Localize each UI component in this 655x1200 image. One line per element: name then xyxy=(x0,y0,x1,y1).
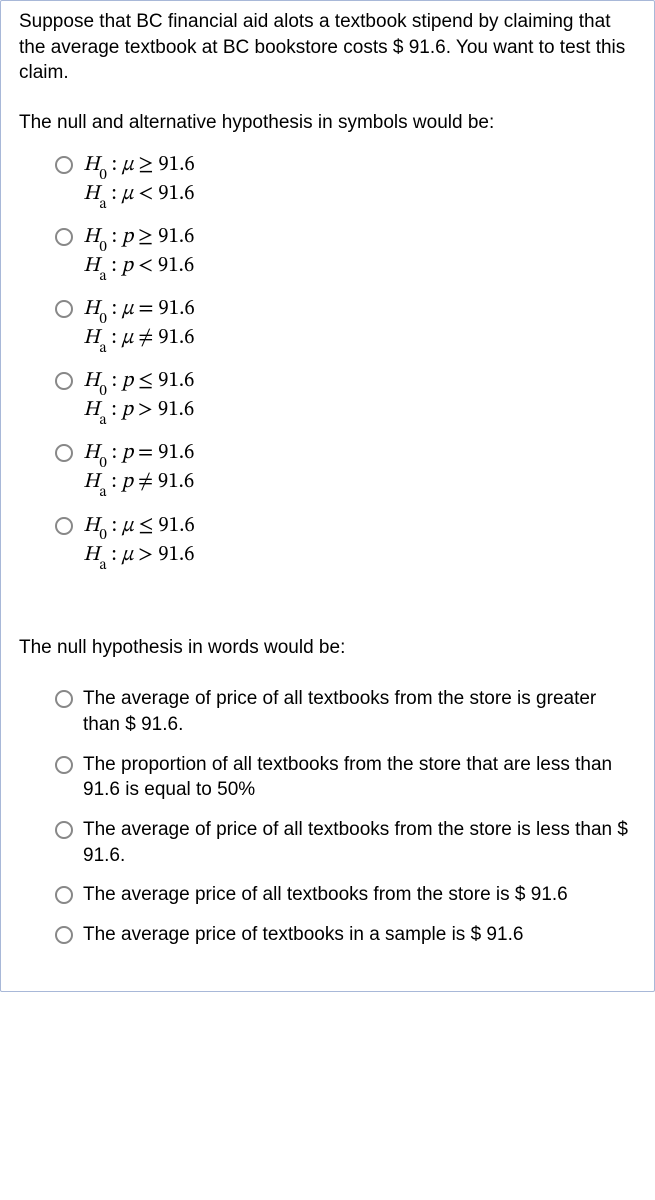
ha-line: Ha : p > 91.6 xyxy=(83,397,636,426)
spacer xyxy=(19,585,636,635)
radio-icon xyxy=(55,756,73,774)
question-intro: Suppose that BC financial aid alots a te… xyxy=(19,9,636,86)
ha-line: Ha : p < 91.6 xyxy=(83,253,636,282)
option-text: The average price of all textbooks from … xyxy=(83,882,636,908)
option-text: H0 : μ ≤ 91.6 Ha : μ > 91.6 xyxy=(83,513,636,571)
option-text: H0 : μ ≥ 91.6 Ha : μ < 91.6 xyxy=(83,152,636,210)
hypothesis-options: H0 : μ ≥ 91.6 Ha : μ < 91.6 H0 : p ≥ 91.… xyxy=(55,152,636,571)
hypothesis-option[interactable]: H0 : p = 91.6 Ha : p ≠ 91.6 xyxy=(55,440,636,498)
radio-icon xyxy=(55,156,73,174)
part2-heading: The null hypothesis in words would be: xyxy=(19,635,636,661)
option-text: H0 : μ = 91.6 Ha : μ ≠ 91.6 xyxy=(83,296,636,354)
option-text: The average of price of all textbooks fr… xyxy=(83,686,636,737)
h0-line: H0 : μ = 91.6 xyxy=(83,296,636,325)
option-text: The average price of textbooks in a samp… xyxy=(83,922,636,948)
ha-line: Ha : p ≠ 91.6 xyxy=(83,469,636,498)
option-text: H0 : p ≤ 91.6 Ha : p > 91.6 xyxy=(83,368,636,426)
radio-icon xyxy=(55,886,73,904)
word-option[interactable]: The average price of all textbooks from … xyxy=(55,882,636,908)
h0-line: H0 : p ≤ 91.6 xyxy=(83,368,636,397)
option-text: The proportion of all textbooks from the… xyxy=(83,752,636,803)
question-frame: Suppose that BC financial aid alots a te… xyxy=(0,0,655,992)
word-options: The average of price of all textbooks fr… xyxy=(55,686,636,947)
word-option[interactable]: The average price of textbooks in a samp… xyxy=(55,922,636,948)
hypothesis-option[interactable]: H0 : p ≤ 91.6 Ha : p > 91.6 xyxy=(55,368,636,426)
option-text: H0 : p ≥ 91.6 Ha : p < 91.6 xyxy=(83,224,636,282)
hypothesis-option[interactable]: H0 : μ = 91.6 Ha : μ ≠ 91.6 xyxy=(55,296,636,354)
radio-icon xyxy=(55,300,73,318)
word-option[interactable]: The average of price of all textbooks fr… xyxy=(55,686,636,737)
radio-icon xyxy=(55,228,73,246)
radio-icon xyxy=(55,690,73,708)
hypothesis-option[interactable]: H0 : p ≥ 91.6 Ha : p < 91.6 xyxy=(55,224,636,282)
radio-icon xyxy=(55,517,73,535)
radio-icon xyxy=(55,372,73,390)
option-text: H0 : p = 91.6 Ha : p ≠ 91.6 xyxy=(83,440,636,498)
radio-icon xyxy=(55,444,73,462)
h0-line: H0 : p = 91.6 xyxy=(83,440,636,469)
ha-line: Ha : μ < 91.6 xyxy=(83,181,636,210)
radio-icon xyxy=(55,926,73,944)
ha-line: Ha : μ ≠ 91.6 xyxy=(83,325,636,354)
h0-line: H0 : p ≥ 91.6 xyxy=(83,224,636,253)
part1-heading: The null and alternative hypothesis in s… xyxy=(19,110,636,136)
hypothesis-option[interactable]: H0 : μ ≤ 91.6 Ha : μ > 91.6 xyxy=(55,513,636,571)
h0-line: H0 : μ ≤ 91.6 xyxy=(83,513,636,542)
ha-line: Ha : μ > 91.6 xyxy=(83,542,636,571)
word-option[interactable]: The average of price of all textbooks fr… xyxy=(55,817,636,868)
h0-line: H0 : μ ≥ 91.6 xyxy=(83,152,636,181)
word-option[interactable]: The proportion of all textbooks from the… xyxy=(55,752,636,803)
hypothesis-option[interactable]: H0 : μ ≥ 91.6 Ha : μ < 91.6 xyxy=(55,152,636,210)
option-text: The average of price of all textbooks fr… xyxy=(83,817,636,868)
radio-icon xyxy=(55,821,73,839)
